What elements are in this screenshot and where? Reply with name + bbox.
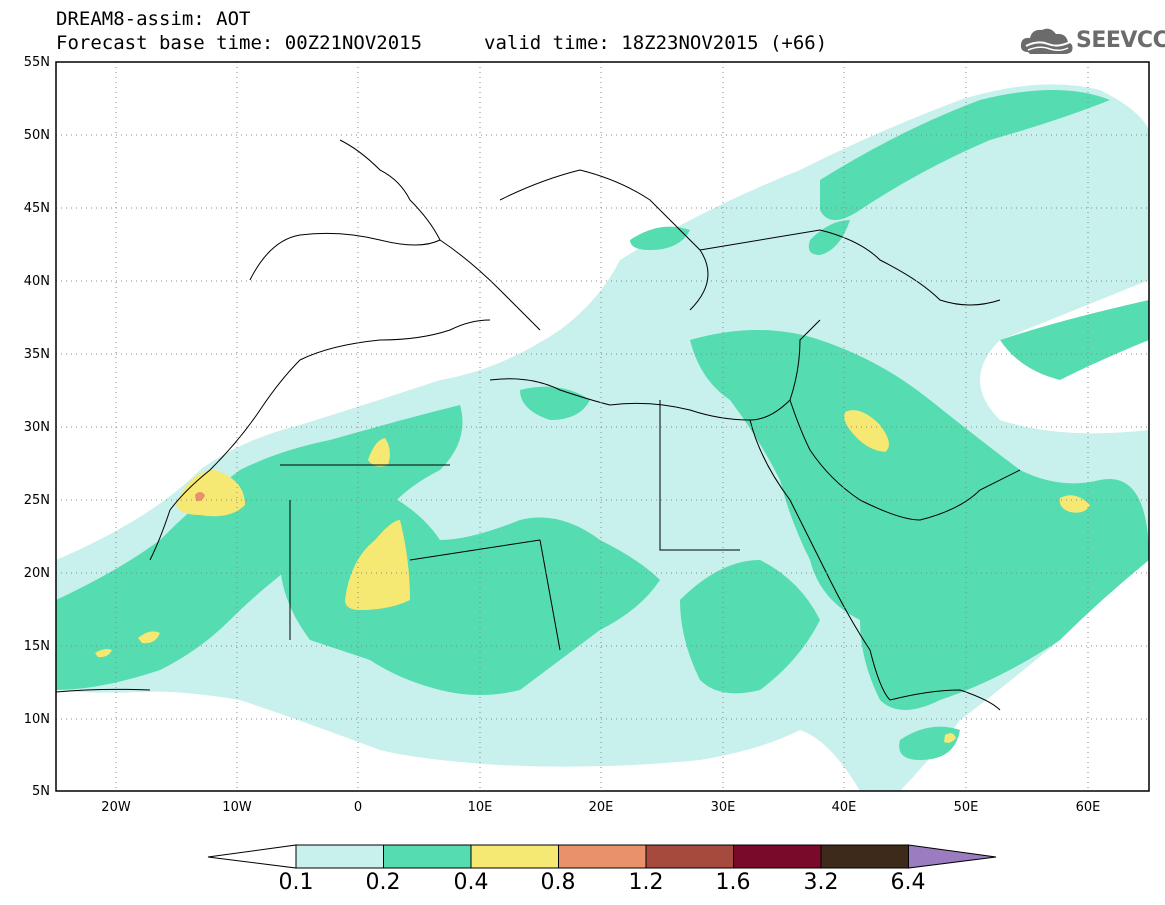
graticule: [56, 62, 1149, 791]
colorbar-label: 0.1: [278, 870, 314, 895]
lat-label: 30N: [23, 420, 50, 435]
lon-label: 60E: [1075, 800, 1101, 815]
lat-label: 50N: [23, 128, 50, 143]
lon-label: 0: [353, 800, 363, 815]
colorbar-swatch: [558, 844, 647, 869]
lat-label: 40N: [23, 274, 50, 289]
colorbar-swatch: [645, 844, 734, 869]
colorbar-swatch: [820, 844, 909, 869]
colorbar-swatch: [295, 844, 384, 869]
logo-text: SEEVCCC: [1076, 28, 1165, 53]
lat-label: 45N: [23, 201, 50, 216]
lat-label: 35N: [23, 347, 50, 362]
lat-label: 15N: [23, 639, 50, 654]
colorbar-swatch: [470, 844, 559, 869]
seevccc-logo: SEEVCCC: [1018, 24, 1165, 58]
aot-layer-0-8: [195, 492, 205, 502]
lon-label: 10W: [222, 800, 252, 815]
coastlines: [56, 139, 1021, 711]
valid-time: valid time: 18Z23NOV2015 (+66): [484, 32, 828, 54]
cloud-icon: [1020, 28, 1073, 54]
lon-label: 40E: [831, 800, 857, 815]
colorbar-low-arrow: [207, 844, 297, 869]
lon-label: 20E: [588, 800, 614, 815]
colorbar-swatch: [383, 844, 472, 869]
colorbar-label: 3.2: [803, 870, 839, 895]
forecast-base-time: Forecast base time: 00Z21NOV2015: [56, 32, 423, 54]
lat-label: 20N: [23, 566, 50, 581]
lat-label: 5N: [32, 784, 50, 799]
lat-label: 10N: [23, 712, 50, 727]
colorbar: [207, 844, 997, 869]
colorbar-label: 6.4: [890, 870, 926, 895]
colorbar-label: 0.2: [365, 870, 401, 895]
map-title: DREAM8-assim: AOT: [56, 8, 251, 30]
map-frame: [55, 61, 1150, 792]
lon-label: 10E: [467, 800, 493, 815]
colorbar-swatch: [733, 844, 822, 869]
colorbar-label: 1.2: [628, 870, 664, 895]
colorbar-high-arrow: [908, 844, 997, 869]
aot-layer-0-4: [95, 410, 1090, 743]
colorbar-label: 0.4: [453, 870, 489, 895]
lon-label: 20W: [101, 800, 131, 815]
lat-label: 25N: [23, 493, 50, 508]
colorbar-label: 1.6: [715, 870, 751, 895]
colorbar-label: 0.8: [540, 870, 576, 895]
lon-label: 30E: [710, 800, 736, 815]
lon-label: 50E: [953, 800, 979, 815]
lat-label: 55N: [23, 55, 50, 70]
